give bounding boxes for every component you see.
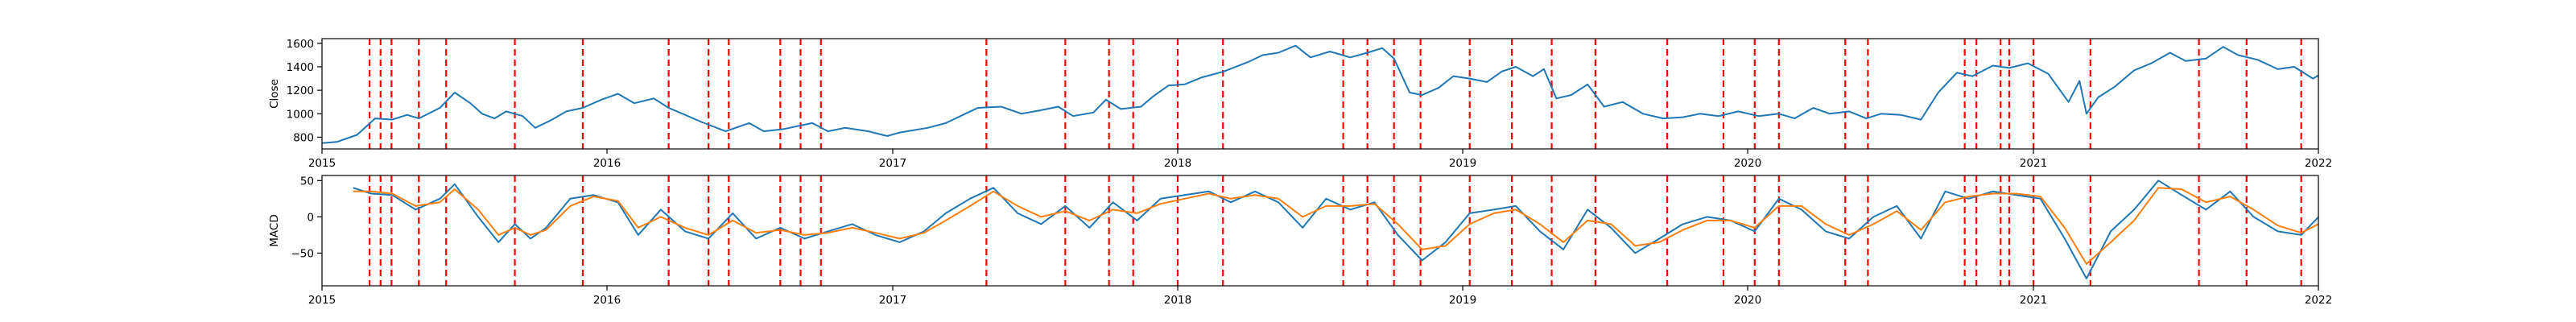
- close-price-panel: 2015 2016 2017 2018 2019 2020 2021 2022 800 1000 1…: [268, 38, 2332, 170]
- macd-y-axis-label: MACD: [268, 214, 281, 246]
- macd-series-line-1: [353, 187, 2318, 265]
- macd-x-tick-label-2: 2017: [879, 294, 906, 307]
- macd-x-tick-label-7: 2022: [2305, 294, 2332, 307]
- close-series-line-0: [322, 44, 2318, 144]
- close-x-tick-label-3: 2018: [1164, 157, 1191, 170]
- macd-x-tick-label-5: 2020: [1734, 294, 1761, 307]
- close-plot-area: [322, 39, 2318, 149]
- macd-axes-frame: [321, 175, 2319, 287]
- close-x-tick-label-0: 2015: [308, 157, 336, 170]
- macd-y-tick-label-1: 0: [307, 211, 314, 224]
- close-x-tick-label-5: 2020: [1734, 157, 1761, 170]
- close-axes-frame: [321, 38, 2319, 150]
- macd-series-line-0: [353, 180, 2318, 279]
- close-y-tick-label-3: 1400: [287, 61, 314, 74]
- macd-y-tick-label-0: −50: [291, 247, 315, 260]
- close-x-tick-label-4: 2019: [1449, 157, 1476, 170]
- macd-panel: 2015 2016 2017 2018 2019 2020 2021 2022 −50 0 50 MA…: [268, 175, 2332, 307]
- macd-y-tick-label-2: 50: [300, 175, 314, 188]
- macd-plot-area: [353, 175, 2318, 286]
- close-x-tick-label-1: 2016: [593, 157, 621, 170]
- macd-x-tick-label-1: 2016: [593, 294, 621, 307]
- close-x-tick-label-7: 2022: [2305, 157, 2332, 170]
- close-y-axis-label: Close: [268, 79, 281, 109]
- close-y-tick-label-4: 1600: [287, 38, 314, 51]
- close-y-tick-label-2: 1200: [287, 85, 314, 97]
- close-y-tick-label-0: 800: [293, 131, 314, 144]
- macd-x-tick-label-3: 2018: [1164, 294, 1191, 307]
- macd-x-tick-label-6: 2021: [2020, 294, 2047, 307]
- close-x-tick-label-2: 2017: [879, 157, 906, 170]
- macd-x-tick-label-0: 2015: [308, 294, 336, 307]
- macd-x-tick-label-4: 2019: [1449, 294, 1476, 307]
- close-x-tick-label-6: 2021: [2020, 157, 2047, 170]
- close-y-tick-label-1: 1000: [287, 108, 314, 121]
